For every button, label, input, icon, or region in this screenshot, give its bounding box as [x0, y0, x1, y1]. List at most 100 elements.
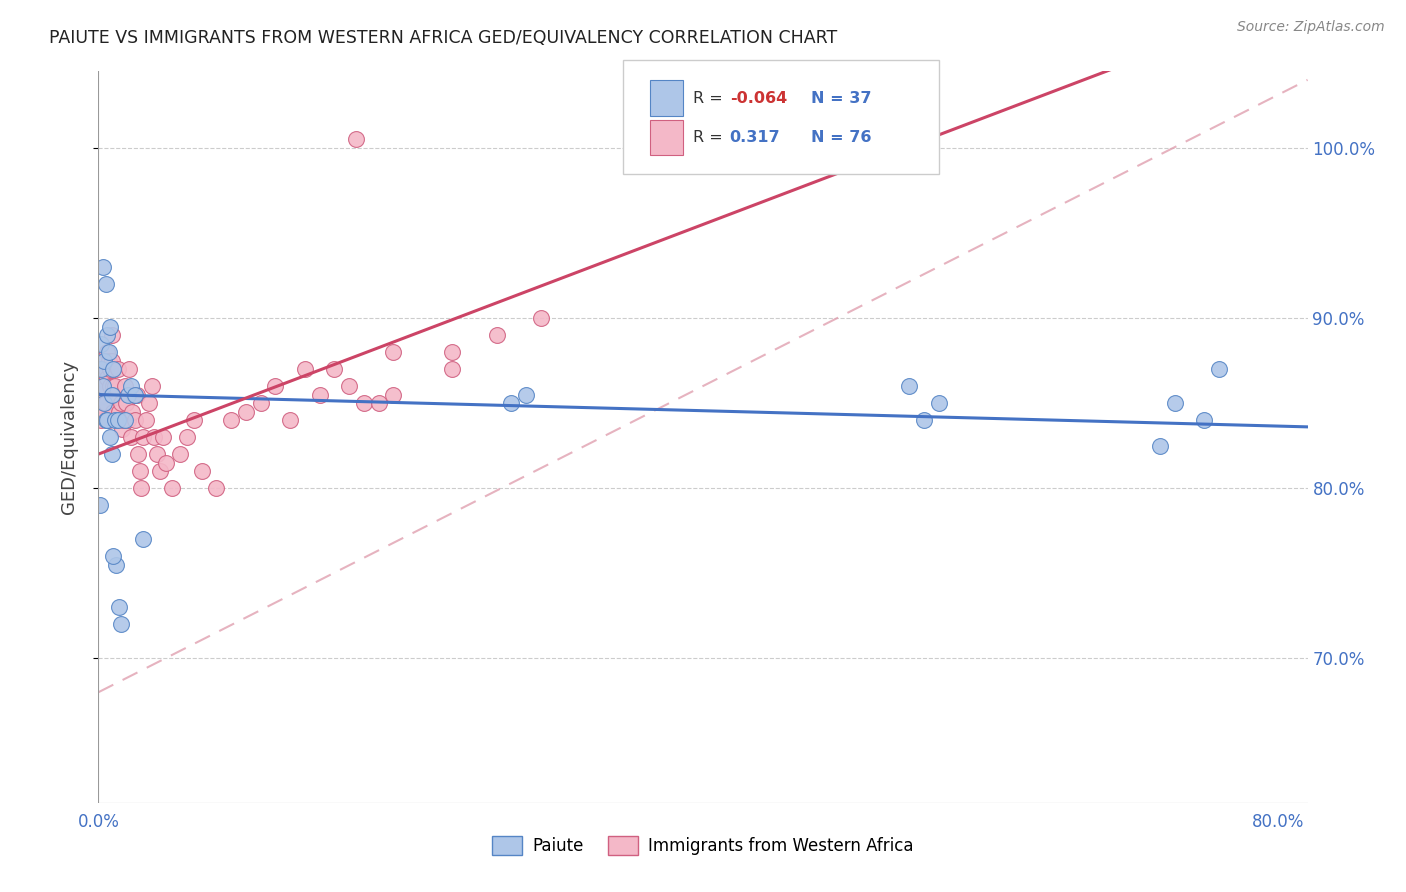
Immigrants from Western Africa	[110, 396, 132, 410]
Immigrants from Western Africa	[122, 387, 145, 401]
Immigrants from Western Africa	[128, 464, 150, 478]
Text: Source: ZipAtlas.com: Source: ZipAtlas.com	[1237, 20, 1385, 34]
Immigrants from Western Africa	[121, 404, 143, 418]
Immigrants from Western Africa	[89, 353, 111, 368]
Paiute	[101, 362, 124, 376]
Paiute	[515, 387, 537, 401]
Paiute	[117, 387, 139, 401]
Immigrants from Western Africa	[155, 456, 177, 470]
Immigrants from Western Africa	[118, 362, 141, 376]
Paiute	[90, 336, 112, 351]
Paiute	[1194, 413, 1216, 427]
Paiute	[91, 260, 114, 274]
Immigrants from Western Africa	[93, 379, 115, 393]
Immigrants from Western Africa	[90, 362, 112, 376]
Immigrants from Western Africa	[112, 413, 135, 427]
Text: N = 37: N = 37	[811, 91, 872, 105]
Immigrants from Western Africa	[117, 413, 139, 427]
Immigrants from Western Africa	[105, 413, 128, 427]
Y-axis label: GED/Equivalency: GED/Equivalency	[59, 360, 77, 514]
Paiute	[93, 396, 115, 410]
Immigrants from Western Africa	[91, 404, 114, 418]
Immigrants from Western Africa	[91, 396, 114, 410]
Immigrants from Western Africa	[146, 447, 169, 461]
Paiute	[89, 498, 111, 512]
Immigrants from Western Africa	[382, 345, 405, 359]
Immigrants from Western Africa	[104, 379, 127, 393]
Text: R =: R =	[693, 91, 728, 105]
Immigrants from Western Africa	[111, 421, 134, 435]
Immigrants from Western Africa	[91, 379, 114, 393]
Immigrants from Western Africa	[441, 345, 464, 359]
Immigrants from Western Africa	[96, 345, 118, 359]
Immigrants from Western Africa	[141, 379, 163, 393]
Text: PAIUTE VS IMMIGRANTS FROM WESTERN AFRICA GED/EQUIVALENCY CORRELATION CHART: PAIUTE VS IMMIGRANTS FROM WESTERN AFRICA…	[49, 29, 838, 46]
Immigrants from Western Africa	[120, 430, 142, 444]
Text: N = 76: N = 76	[811, 130, 872, 145]
Paiute	[97, 345, 120, 359]
Immigrants from Western Africa	[530, 311, 553, 326]
Immigrants from Western Africa	[485, 328, 508, 343]
Immigrants from Western Africa	[98, 362, 121, 376]
Paiute	[94, 277, 117, 291]
Immigrants from Western Africa	[337, 379, 360, 393]
Immigrants from Western Africa	[90, 413, 112, 427]
Immigrants from Western Africa	[176, 430, 198, 444]
Immigrants from Western Africa	[353, 396, 375, 410]
Paiute	[501, 396, 523, 410]
Immigrants from Western Africa	[143, 430, 166, 444]
Immigrants from Western Africa	[131, 430, 153, 444]
Immigrants from Western Africa	[90, 370, 112, 384]
Paiute	[108, 600, 131, 615]
Immigrants from Western Africa	[94, 396, 117, 410]
Immigrants from Western Africa	[107, 362, 129, 376]
Legend: Paiute, Immigrants from Western Africa: Paiute, Immigrants from Western Africa	[485, 830, 921, 862]
Paiute	[928, 396, 950, 410]
Immigrants from Western Africa	[98, 379, 121, 393]
Immigrants from Western Africa	[138, 396, 160, 410]
Immigrants from Western Africa	[100, 328, 122, 343]
Immigrants from Western Africa	[382, 387, 405, 401]
Paiute	[100, 447, 122, 461]
Immigrants from Western Africa	[97, 413, 120, 427]
Paiute	[96, 328, 118, 343]
Immigrants from Western Africa	[96, 370, 118, 384]
Immigrants from Western Africa	[114, 379, 136, 393]
Immigrants from Western Africa	[93, 362, 115, 376]
Paiute	[98, 430, 121, 444]
Immigrants from Western Africa	[346, 132, 368, 146]
Immigrants from Western Africa	[235, 404, 257, 418]
Paiute	[1208, 362, 1230, 376]
Immigrants from Western Africa	[101, 379, 124, 393]
Paiute	[131, 532, 153, 546]
Paiute	[898, 379, 921, 393]
Paiute	[91, 379, 114, 393]
Immigrants from Western Africa	[108, 404, 131, 418]
Immigrants from Western Africa	[205, 481, 228, 495]
Immigrants from Western Africa	[323, 362, 346, 376]
Immigrants from Western Africa	[367, 396, 389, 410]
Immigrants from Western Africa	[160, 481, 183, 495]
Immigrants from Western Africa	[183, 413, 205, 427]
Immigrants from Western Africa	[135, 413, 157, 427]
Immigrants from Western Africa	[249, 396, 271, 410]
Paiute	[104, 413, 127, 427]
Immigrants from Western Africa	[93, 387, 115, 401]
Paiute	[110, 617, 132, 632]
Immigrants from Western Africa	[278, 413, 301, 427]
Paiute	[114, 413, 136, 427]
Paiute	[96, 413, 118, 427]
Paiute	[98, 319, 121, 334]
Paiute	[120, 379, 142, 393]
Paiute	[1149, 439, 1171, 453]
Immigrants from Western Africa	[264, 379, 287, 393]
Immigrants from Western Africa	[94, 362, 117, 376]
Text: -0.064: -0.064	[730, 91, 787, 105]
Paiute	[93, 353, 115, 368]
Paiute	[90, 362, 112, 376]
Immigrants from Western Africa	[308, 387, 330, 401]
Paiute	[105, 558, 128, 572]
Immigrants from Western Africa	[127, 447, 149, 461]
Immigrants from Western Africa	[169, 447, 191, 461]
Immigrants from Western Africa	[125, 387, 148, 401]
